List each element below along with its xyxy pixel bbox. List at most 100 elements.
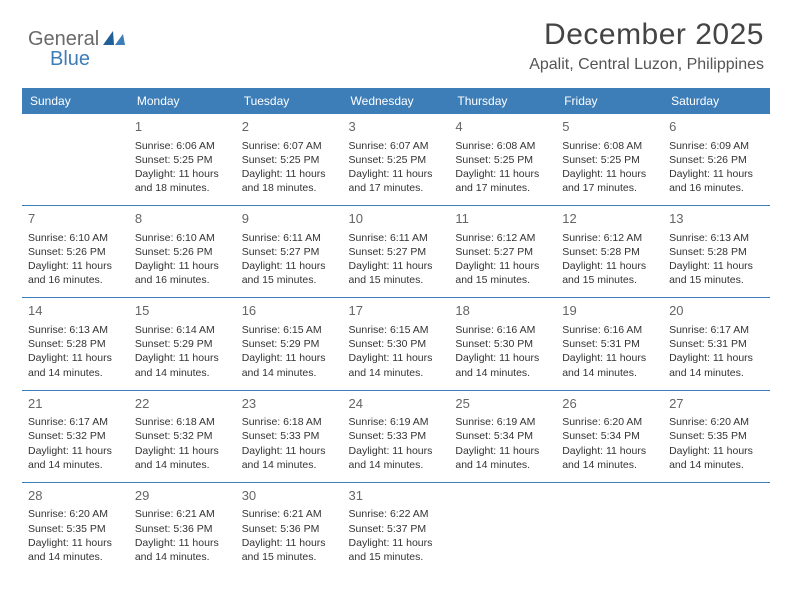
sunrise-line: Sunrise: 6:12 AM [455,231,550,245]
daylight-line: Daylight: 11 hours and 14 minutes. [28,444,123,472]
sunset-line: Sunset: 5:30 PM [349,337,444,351]
sunset-line: Sunset: 5:26 PM [28,245,123,259]
daylight-line: Daylight: 11 hours and 14 minutes. [669,351,764,379]
page-header: December 2025 Apalit, Central Luzon, Phi… [22,18,770,74]
sunrise-line: Sunrise: 6:16 AM [455,323,550,337]
sunrise-line: Sunrise: 6:15 AM [242,323,337,337]
sunrise-line: Sunrise: 6:15 AM [349,323,444,337]
sunset-line: Sunset: 5:26 PM [135,245,230,259]
calendar-cell: 28Sunrise: 6:20 AMSunset: 5:35 PMDayligh… [22,482,129,574]
sunset-line: Sunset: 5:35 PM [28,522,123,536]
daylight-line: Daylight: 11 hours and 15 minutes. [242,536,337,564]
day-number: 9 [242,210,337,228]
sunset-line: Sunset: 5:36 PM [242,522,337,536]
sunrise-line: Sunrise: 6:18 AM [242,415,337,429]
sunset-line: Sunset: 5:34 PM [455,429,550,443]
day-number: 17 [349,302,444,320]
calendar-cell: 16Sunrise: 6:15 AMSunset: 5:29 PMDayligh… [236,298,343,390]
sunrise-line: Sunrise: 6:10 AM [135,231,230,245]
calendar-row: 14Sunrise: 6:13 AMSunset: 5:28 PMDayligh… [22,298,770,390]
daylight-line: Daylight: 11 hours and 14 minutes. [242,444,337,472]
sunrise-line: Sunrise: 6:20 AM [669,415,764,429]
day-number: 5 [562,118,657,136]
day-number: 24 [349,395,444,413]
sunset-line: Sunset: 5:31 PM [669,337,764,351]
sunrise-line: Sunrise: 6:11 AM [349,231,444,245]
daylight-line: Daylight: 11 hours and 16 minutes. [28,259,123,287]
calendar-cell: 5Sunrise: 6:08 AMSunset: 5:25 PMDaylight… [556,114,663,206]
sunrise-line: Sunrise: 6:19 AM [349,415,444,429]
calendar-cell: 15Sunrise: 6:14 AMSunset: 5:29 PMDayligh… [129,298,236,390]
col-tuesday: Tuesday [236,88,343,114]
col-thursday: Thursday [449,88,556,114]
daylight-line: Daylight: 11 hours and 17 minutes. [562,167,657,195]
calendar-cell: 14Sunrise: 6:13 AMSunset: 5:28 PMDayligh… [22,298,129,390]
sunset-line: Sunset: 5:29 PM [135,337,230,351]
calendar-row: 28Sunrise: 6:20 AMSunset: 5:35 PMDayligh… [22,482,770,574]
day-number: 1 [135,118,230,136]
sunrise-line: Sunrise: 6:20 AM [562,415,657,429]
sunset-line: Sunset: 5:35 PM [669,429,764,443]
daylight-line: Daylight: 11 hours and 14 minutes. [669,444,764,472]
day-number: 13 [669,210,764,228]
day-number: 18 [455,302,550,320]
sunset-line: Sunset: 5:28 PM [562,245,657,259]
daylight-line: Daylight: 11 hours and 15 minutes. [669,259,764,287]
sunrise-line: Sunrise: 6:19 AM [455,415,550,429]
calendar-cell: 25Sunrise: 6:19 AMSunset: 5:34 PMDayligh… [449,390,556,482]
calendar-cell: 24Sunrise: 6:19 AMSunset: 5:33 PMDayligh… [343,390,450,482]
sunset-line: Sunset: 5:32 PM [135,429,230,443]
calendar-header-row: Sunday Monday Tuesday Wednesday Thursday… [22,88,770,114]
calendar-cell: 4Sunrise: 6:08 AMSunset: 5:25 PMDaylight… [449,114,556,206]
calendar-row: 1Sunrise: 6:06 AMSunset: 5:25 PMDaylight… [22,114,770,206]
sunset-line: Sunset: 5:25 PM [242,153,337,167]
calendar-cell: 26 Sunrise: 6:20 AMSunset: 5:34 PMDayligh… [556,390,663,482]
sunset-line: Sunset: 5:36 PM [135,522,230,536]
sunset-line: Sunset: 5:33 PM [242,429,337,443]
sunset-line: Sunset: 5:25 PM [562,153,657,167]
col-sunday: Sunday [22,88,129,114]
daylight-line: Daylight: 11 hours and 16 minutes. [135,259,230,287]
calendar-cell: 13Sunrise: 6:13 AMSunset: 5:28 PMDayligh… [663,206,770,298]
daylight-line: Daylight: 11 hours and 16 minutes. [669,167,764,195]
sunset-line: Sunset: 5:37 PM [349,522,444,536]
sunrise-line: Sunrise: 6:13 AM [28,323,123,337]
day-number: 16 [242,302,337,320]
daylight-line: Daylight: 11 hours and 15 minutes. [349,259,444,287]
day-number: 22 [135,395,230,413]
calendar-row: 21Sunrise: 6:17 AMSunset: 5:32 PMDayligh… [22,390,770,482]
calendar-cell [663,482,770,574]
sunset-line: Sunset: 5:25 PM [135,153,230,167]
day-number: 8 [135,210,230,228]
day-number: 27 [669,395,764,413]
calendar-cell: 8 Sunrise: 6:10 AMSunset: 5:26 PMDaylight… [129,206,236,298]
calendar-cell [22,114,129,206]
calendar-cell: 23Sunrise: 6:18 AMSunset: 5:33 PMDayligh… [236,390,343,482]
page-subtitle: Apalit, Central Luzon, Philippines [22,56,764,74]
sunrise-line: Sunrise: 6:21 AM [242,507,337,521]
day-number: 30 [242,487,337,505]
daylight-line: Daylight: 11 hours and 14 minutes. [28,351,123,379]
calendar-row: 7Sunrise: 6:10 AMSunset: 5:26 PMDaylight… [22,206,770,298]
sunset-line: Sunset: 5:26 PM [669,153,764,167]
daylight-line: Daylight: 11 hours and 14 minutes. [562,444,657,472]
day-number: 25 [455,395,550,413]
daylight-line: Daylight: 11 hours and 15 minutes. [455,259,550,287]
daylight-line: Daylight: 11 hours and 14 minutes. [135,351,230,379]
day-number: 26 [562,395,657,413]
sunset-line: Sunset: 5:29 PM [242,337,337,351]
daylight-line: Daylight: 11 hours and 15 minutes. [562,259,657,287]
sunrise-line: Sunrise: 6:13 AM [669,231,764,245]
brand-logo: General Blue [28,28,125,51]
daylight-line: Daylight: 11 hours and 14 minutes. [135,536,230,564]
calendar-cell: 22Sunrise: 6:18 AMSunset: 5:32 PMDayligh… [129,390,236,482]
day-number: 31 [349,487,444,505]
day-number: 21 [28,395,123,413]
calendar-cell: 12Sunrise: 6:12 AMSunset: 5:28 PMDayligh… [556,206,663,298]
day-number: 29 [135,487,230,505]
calendar-cell: 7Sunrise: 6:10 AMSunset: 5:26 PMDaylight… [22,206,129,298]
daylight-line: Daylight: 11 hours and 14 minutes. [135,444,230,472]
sunset-line: Sunset: 5:34 PM [562,429,657,443]
logo-sail-icon [103,31,125,45]
calendar-cell: 30 Sunrise: 6:21 AMSunset: 5:36 PMDayligh… [236,482,343,574]
